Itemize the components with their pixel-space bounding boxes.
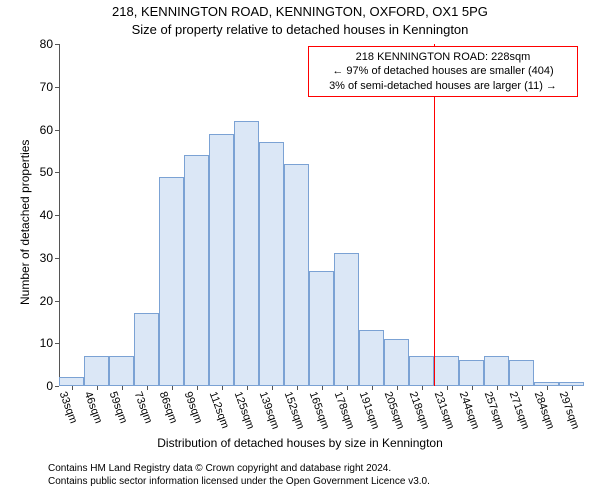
y-axis xyxy=(59,44,60,386)
histogram-bar xyxy=(509,360,534,386)
histogram-bar xyxy=(359,330,384,386)
x-tick-label: 257sqm xyxy=(481,390,506,431)
y-tick-label: 0 xyxy=(46,379,53,393)
x-tick-label: 86sqm xyxy=(156,390,179,425)
chart-title-2: Size of property relative to detached ho… xyxy=(0,22,600,37)
x-tick xyxy=(547,386,548,390)
y-tick xyxy=(55,215,59,216)
x-tick xyxy=(447,386,448,390)
x-tick-label: 297sqm xyxy=(556,390,581,431)
x-tick xyxy=(97,386,98,390)
y-tick xyxy=(55,386,59,387)
x-tick-label: 271sqm xyxy=(506,390,531,431)
histogram-bar xyxy=(184,155,209,386)
chart-title-1: 218, KENNINGTON ROAD, KENNINGTON, OXFORD… xyxy=(0,4,600,19)
histogram-bar xyxy=(109,356,134,386)
x-tick xyxy=(172,386,173,390)
x-tick xyxy=(72,386,73,390)
y-tick-label: 10 xyxy=(40,336,53,350)
x-tick-label: 46sqm xyxy=(81,390,104,425)
x-axis-label: Distribution of detached houses by size … xyxy=(0,436,600,450)
x-tick xyxy=(472,386,473,390)
x-tick xyxy=(322,386,323,390)
x-tick xyxy=(122,386,123,390)
histogram-bar xyxy=(159,177,184,386)
x-tick xyxy=(372,386,373,390)
x-tick xyxy=(347,386,348,390)
x-tick xyxy=(397,386,398,390)
y-tick xyxy=(55,87,59,88)
y-tick-label: 60 xyxy=(40,123,53,137)
histogram-bar xyxy=(84,356,109,386)
chart-container: 218, KENNINGTON ROAD, KENNINGTON, OXFORD… xyxy=(0,0,600,500)
x-tick-label: 165sqm xyxy=(306,390,331,431)
y-tick-label: 50 xyxy=(40,165,53,179)
histogram-bar xyxy=(259,142,284,386)
y-tick-label: 70 xyxy=(40,80,53,94)
x-tick-label: 139sqm xyxy=(256,390,281,431)
histogram-bar xyxy=(384,339,409,386)
y-tick-label: 40 xyxy=(40,208,53,222)
x-tick-label: 178sqm xyxy=(331,390,356,431)
annotation-line: 218 KENNINGTON ROAD: 228sqm xyxy=(314,50,572,64)
x-tick xyxy=(222,386,223,390)
histogram-bar xyxy=(234,121,259,386)
histogram-bar xyxy=(284,164,309,386)
x-tick-label: 99sqm xyxy=(181,390,204,425)
x-tick-label: 152sqm xyxy=(281,390,306,431)
x-tick xyxy=(147,386,148,390)
y-tick xyxy=(55,130,59,131)
x-tick-label: 191sqm xyxy=(356,390,381,431)
histogram-bar xyxy=(409,356,434,386)
annotation-box: 218 KENNINGTON ROAD: 228sqm← 97% of deta… xyxy=(308,46,578,97)
x-tick xyxy=(522,386,523,390)
histogram-bar xyxy=(59,377,84,386)
histogram-bar xyxy=(209,134,234,386)
x-tick xyxy=(272,386,273,390)
x-tick-label: 59sqm xyxy=(106,390,129,425)
y-tick-label: 30 xyxy=(40,251,53,265)
histogram-bar xyxy=(434,356,459,386)
x-tick xyxy=(497,386,498,390)
x-tick xyxy=(247,386,248,390)
annotation-line: ← 97% of detached houses are smaller (40… xyxy=(314,64,572,78)
x-tick-label: 218sqm xyxy=(406,390,431,431)
y-tick-label: 80 xyxy=(40,37,53,51)
y-tick xyxy=(55,172,59,173)
x-tick-label: 244sqm xyxy=(456,390,481,431)
y-axis-label: Number of detached properties xyxy=(18,140,32,305)
x-tick xyxy=(297,386,298,390)
x-tick-label: 205sqm xyxy=(381,390,406,431)
histogram-bar xyxy=(484,356,509,386)
histogram-bar xyxy=(134,313,159,386)
histogram-bar xyxy=(309,271,334,386)
attribution-footer: Contains HM Land Registry data © Crown c… xyxy=(48,462,430,488)
y-tick-label: 20 xyxy=(40,294,53,308)
x-tick xyxy=(422,386,423,390)
x-tick-label: 125sqm xyxy=(231,390,256,431)
y-tick xyxy=(55,44,59,45)
y-tick xyxy=(55,343,59,344)
x-tick-label: 112sqm xyxy=(206,390,230,430)
x-tick-label: 231sqm xyxy=(431,390,456,431)
annotation-line: 3% of semi-detached houses are larger (1… xyxy=(314,79,572,93)
x-tick-label: 73sqm xyxy=(131,390,154,425)
x-tick-label: 284sqm xyxy=(531,390,556,431)
x-tick-label: 33sqm xyxy=(56,390,79,425)
histogram-bar xyxy=(334,253,359,386)
histogram-bar xyxy=(459,360,484,386)
x-tick xyxy=(197,386,198,390)
y-tick xyxy=(55,301,59,302)
x-tick xyxy=(572,386,573,390)
y-tick xyxy=(55,258,59,259)
